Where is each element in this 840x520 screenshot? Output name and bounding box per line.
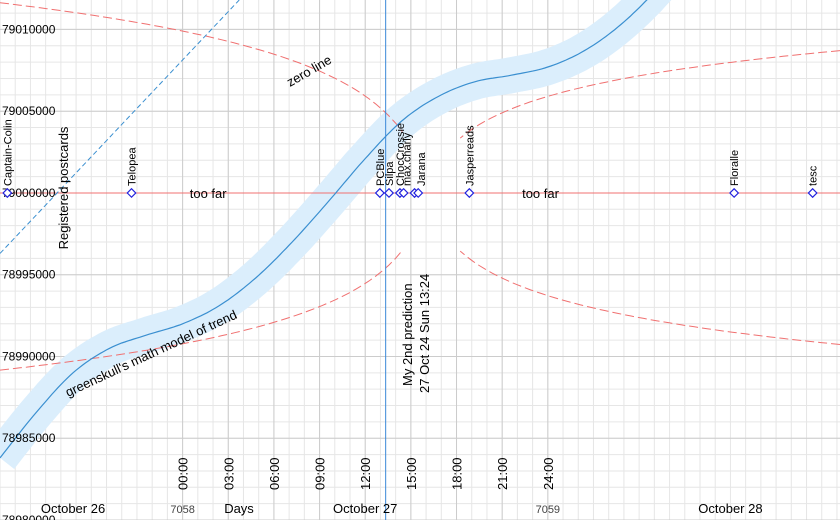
date-label: October 28	[698, 501, 762, 516]
axis-ticks: 78980000 78985000 78990000 78995000 79000000…	[2, 22, 763, 520]
predictor-label: Jarana	[416, 151, 428, 186]
date-label: October 27	[333, 501, 397, 516]
predictor-label: ChocCrossie	[395, 123, 407, 186]
hour-tick-label: 12:00	[358, 457, 373, 490]
xlabel: Days	[224, 501, 254, 516]
too-far-curves	[0, 2, 840, 371]
hour-tick-label: 06:00	[267, 457, 282, 490]
hour-tick-label: 03:00	[221, 457, 236, 490]
predictor-marker	[413, 187, 424, 199]
too-far-label: too far	[190, 186, 228, 201]
predictor-label: Jasperreads	[464, 125, 476, 186]
ylabel: Registered postcards	[56, 126, 71, 249]
hour-tick-label: 21:00	[495, 457, 510, 490]
predictor-marker	[464, 187, 475, 199]
hour-tick-label: 15:00	[404, 457, 419, 490]
zero-line-label: zero line	[284, 52, 334, 90]
predictor-label: Captain-Colin	[2, 119, 14, 186]
y-tick-label: 79010000	[2, 22, 56, 36]
hour-tick-label: 09:00	[313, 457, 328, 490]
predictor-marker	[807, 187, 818, 199]
hour-tick-label: 18:00	[450, 457, 465, 490]
predictor-marker	[729, 187, 740, 199]
predictor-label: tesc	[808, 165, 820, 186]
day-tick-label: 7059	[536, 504, 560, 516]
predictor-marker	[126, 187, 137, 199]
predictor-label: Floralle	[729, 150, 741, 186]
y-tick-label: 79005000	[2, 104, 56, 118]
prediction-label-line1: My 2nd prediction	[400, 283, 415, 386]
predictor-label: PCBlue	[375, 149, 387, 186]
too-far-upper-left	[0, 2, 403, 132]
hour-tick-label: 00:00	[176, 457, 191, 490]
predictor-marker	[374, 187, 385, 199]
predictor-label: Silpa	[384, 161, 396, 186]
date-label: October 26	[41, 501, 105, 516]
predictor-marker	[398, 187, 409, 199]
predictor-marker	[383, 187, 395, 199]
predictor-marker	[2, 187, 13, 199]
predictor-label: max.charly	[402, 132, 414, 186]
predictor-label: Telopea	[127, 147, 139, 186]
y-tick-label: 78985000	[2, 431, 56, 445]
predictor-markers: Captain-Colin Telopea PCBlueSilpaChocCross…	[2, 119, 820, 199]
hour-tick-label: 24:00	[541, 457, 556, 490]
day-tick-label: 7058	[170, 504, 194, 516]
trend-line	[0, 0, 648, 459]
too-far-label: too far	[522, 186, 560, 201]
zero-line	[0, 0, 240, 254]
y-tick-label: 78990000	[2, 349, 56, 363]
y-tick-label: 78980000	[2, 513, 56, 520]
too-far-lower-left	[0, 250, 403, 371]
y-tick-label: 78995000	[2, 268, 56, 282]
prediction-label-line2: 27 Oct 24 Sun 13:24	[417, 274, 432, 393]
y-tick-label: 79000000	[2, 186, 56, 200]
